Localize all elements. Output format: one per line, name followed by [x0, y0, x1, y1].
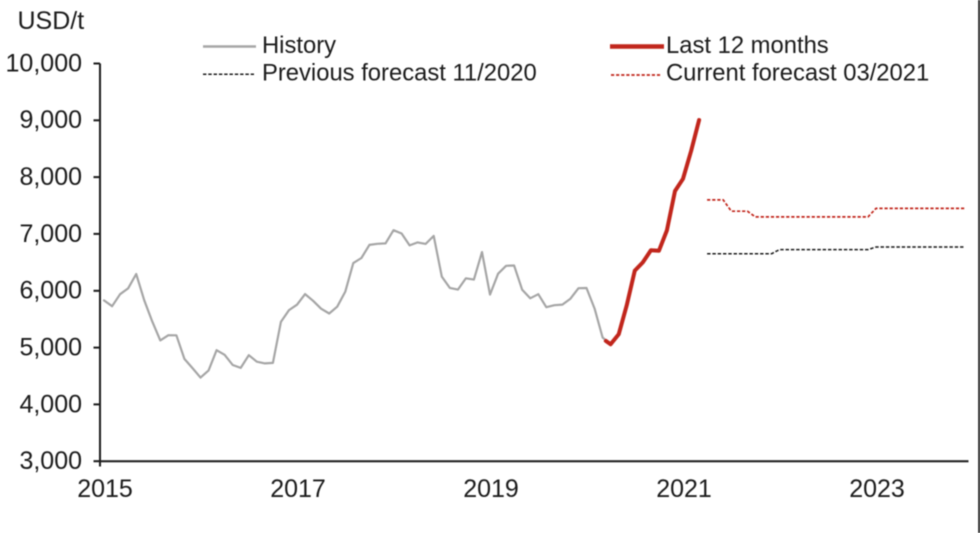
svg-text:2023: 2023	[849, 475, 905, 503]
svg-text:Current forecast 03/2021: Current forecast 03/2021	[666, 60, 929, 87]
svg-text:Last 12 months: Last 12 months	[666, 32, 829, 59]
svg-text:10,000: 10,000	[6, 49, 82, 77]
svg-text:8,000: 8,000	[19, 163, 82, 191]
svg-text:2017: 2017	[270, 475, 326, 503]
svg-text:Previous forecast 11/2020: Previous forecast 11/2020	[262, 60, 537, 87]
svg-text:2019: 2019	[463, 475, 519, 503]
svg-text:9,000: 9,000	[19, 106, 82, 134]
svg-text:USD/t: USD/t	[18, 7, 85, 35]
svg-text:2015: 2015	[77, 475, 133, 503]
svg-text:History: History	[262, 32, 336, 59]
svg-text:7,000: 7,000	[19, 220, 82, 248]
svg-text:5,000: 5,000	[19, 334, 82, 362]
svg-text:3,000: 3,000	[19, 447, 82, 475]
svg-text:6,000: 6,000	[19, 277, 82, 305]
svg-text:4,000: 4,000	[19, 390, 82, 418]
svg-text:2021: 2021	[656, 475, 712, 503]
